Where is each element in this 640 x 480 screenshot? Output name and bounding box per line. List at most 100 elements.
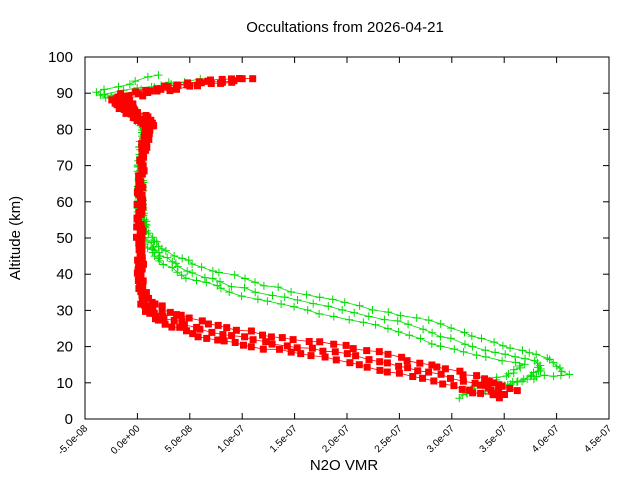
data-point xyxy=(473,372,481,380)
data-point xyxy=(186,82,194,90)
data-point xyxy=(481,381,489,389)
data-point xyxy=(208,267,217,275)
y-tick-label: 30 xyxy=(56,302,73,319)
data-point xyxy=(459,371,467,379)
data-point xyxy=(159,312,167,320)
data-point xyxy=(144,89,152,96)
data-point xyxy=(394,327,403,336)
data-point xyxy=(437,370,445,378)
data-point xyxy=(214,321,222,329)
data-point xyxy=(287,348,295,356)
data-point xyxy=(145,294,152,302)
data-point xyxy=(506,385,514,392)
data-point xyxy=(173,85,180,93)
data-point xyxy=(170,252,179,260)
data-point xyxy=(459,377,467,385)
y-tick-label: 20 xyxy=(56,339,73,356)
data-point xyxy=(329,312,338,321)
y-tick-label: 0 xyxy=(65,411,73,428)
data-point xyxy=(404,320,413,329)
data-point xyxy=(159,260,168,269)
data-point xyxy=(220,337,228,345)
data-point xyxy=(412,313,421,322)
data-point xyxy=(436,332,445,341)
data-point xyxy=(183,327,190,335)
data-point xyxy=(512,378,521,386)
data-point xyxy=(161,246,170,255)
data-point xyxy=(202,278,211,287)
data-point xyxy=(253,295,262,304)
data-point xyxy=(262,338,270,346)
data-point xyxy=(217,79,225,87)
data-point xyxy=(343,350,351,358)
data-point xyxy=(302,290,311,299)
data-point xyxy=(249,336,257,344)
data-point xyxy=(133,201,141,208)
data-point xyxy=(259,331,266,339)
data-point xyxy=(395,369,403,377)
data-point xyxy=(161,82,169,90)
data-point xyxy=(404,364,412,372)
data-point xyxy=(138,145,146,153)
data-point xyxy=(166,308,174,316)
data-point xyxy=(365,356,373,364)
data-point xyxy=(297,350,305,358)
data-point xyxy=(228,78,236,86)
data-point xyxy=(468,342,477,351)
data-point xyxy=(340,298,349,307)
data-point xyxy=(556,371,565,380)
data-point xyxy=(450,345,459,354)
data-point xyxy=(137,288,145,296)
data-point xyxy=(384,308,393,317)
data-point xyxy=(430,377,438,385)
data-point xyxy=(506,344,515,353)
data-point xyxy=(161,320,169,328)
data-point xyxy=(180,321,188,329)
data-point xyxy=(137,264,145,272)
data-point xyxy=(143,72,152,81)
data-point xyxy=(152,312,160,320)
data-point xyxy=(501,391,508,398)
data-point xyxy=(364,312,373,321)
data-point xyxy=(138,281,146,289)
data-point xyxy=(140,293,148,301)
data-point xyxy=(267,333,275,341)
data-point xyxy=(416,334,425,343)
data-point xyxy=(149,243,158,251)
data-point xyxy=(395,362,403,370)
data-point xyxy=(491,348,500,357)
data-point xyxy=(263,297,272,306)
data-point xyxy=(150,237,159,245)
data-point xyxy=(352,352,360,360)
data-point xyxy=(174,81,182,89)
data-point xyxy=(173,268,182,277)
data-point xyxy=(247,343,255,351)
data-point xyxy=(324,302,333,311)
data-point xyxy=(523,375,532,384)
data-point xyxy=(177,311,185,319)
data-point xyxy=(495,394,503,402)
data-point xyxy=(332,356,340,364)
data-point xyxy=(133,269,141,277)
data-point xyxy=(150,246,159,255)
data-point xyxy=(315,293,324,302)
data-point xyxy=(203,334,211,342)
data-point xyxy=(490,338,499,347)
data-point xyxy=(138,159,146,167)
data-point xyxy=(133,188,141,196)
data-point xyxy=(114,82,123,91)
data-point xyxy=(338,306,347,314)
data-point xyxy=(136,250,144,258)
data-point xyxy=(142,302,149,310)
data-point xyxy=(132,88,140,96)
data-point xyxy=(525,348,534,357)
y-axis-label: Altitude (km) xyxy=(7,196,24,280)
y-tick-label: 70 xyxy=(56,158,73,175)
data-point xyxy=(138,170,146,178)
data-point xyxy=(143,117,151,125)
data-point xyxy=(185,314,193,322)
data-point xyxy=(194,333,202,341)
data-point xyxy=(158,306,166,313)
data-point xyxy=(565,370,574,379)
series-1 xyxy=(108,75,521,402)
